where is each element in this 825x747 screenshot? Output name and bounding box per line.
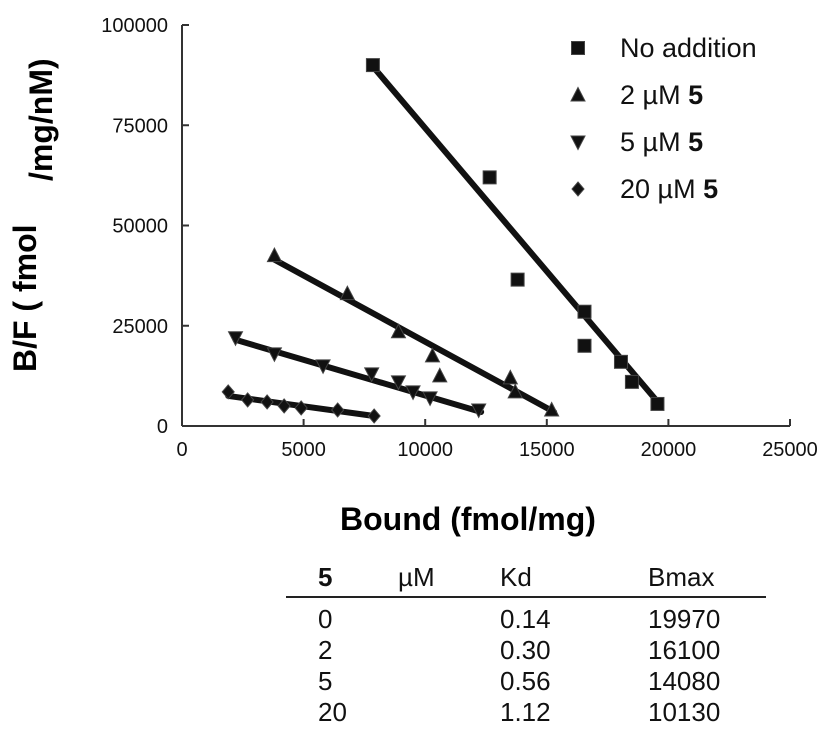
table-cell-concentration: 0: [318, 604, 333, 634]
data-point-series-3: [241, 392, 255, 408]
data-point-series-3: [221, 384, 235, 400]
table-cell-kd: 0.30: [500, 635, 551, 665]
legend-marker-0: [571, 41, 585, 55]
table-row: 0 0.14 19970: [286, 604, 766, 635]
data-point-series-3: [294, 400, 308, 416]
data-point-series-1: [266, 246, 283, 263]
data-point-series-0: [624, 374, 639, 389]
data-point-series-0: [510, 272, 525, 287]
table-row: 20 1.12 10130: [286, 697, 766, 728]
table-header-row: 5 µM Kd Bmax: [286, 562, 766, 593]
table-row: 2 0.30 16100: [286, 635, 766, 666]
table-cell-bmax: 10130: [648, 697, 721, 727]
table-cell-kd: 0.56: [500, 666, 551, 696]
table-header-bmax: Bmax: [648, 562, 715, 592]
y-axis-label-right: /mg/nM): [23, 58, 59, 181]
data-point-series-1: [390, 323, 407, 339]
table-header-kd: Kd: [500, 562, 532, 592]
data-point-series-2: [405, 385, 421, 401]
legend-label-3: 20 µM 5: [620, 174, 718, 204]
x-tick-label: 20000: [641, 439, 697, 461]
x-tick-label: 25000: [762, 439, 818, 461]
data-point-series-2: [363, 367, 380, 383]
y-tick-label: 50000: [112, 216, 168, 238]
data-point-series-2: [390, 375, 407, 391]
table-cell-concentration: 20: [318, 697, 347, 727]
x-tick-label: 15000: [519, 439, 575, 461]
data-point-series-2: [422, 391, 438, 407]
table-header-compound: 5: [318, 562, 333, 592]
table-row: 5 0.56 14080: [286, 666, 766, 697]
table-header-unit: µM: [398, 562, 435, 592]
table-cell-concentration: 2: [318, 635, 333, 665]
legend-marker-1: [570, 86, 586, 102]
y-axis-label-left: B/F ( fmol: [7, 224, 43, 372]
table-cell-bmax: 19970: [648, 604, 721, 634]
y-tick-label: 25000: [112, 316, 168, 338]
data-point-series-2: [315, 359, 331, 375]
data-point-series-3: [260, 394, 274, 410]
legend-marker-3: [571, 181, 585, 197]
ticks: 0 5000 10000 15000 20000 25000 0 25000 50000 7500…: [101, 15, 818, 461]
data-point-series-1: [431, 367, 448, 383]
legend-label-0: No addition: [620, 33, 757, 63]
data-point-series-0: [577, 338, 592, 353]
data-point-series-1: [543, 401, 560, 417]
y-tick-label: 100000: [101, 15, 168, 37]
fit-line-series-0: [368, 62, 665, 409]
data-point-series-3: [277, 398, 291, 414]
data-point-series-0: [613, 354, 628, 369]
fit-lines: [225, 62, 665, 419]
table-cell-concentration: 5: [318, 666, 333, 696]
data-point-series-0: [577, 304, 592, 319]
data-point-series-2: [227, 331, 244, 347]
legend-marker-2: [570, 135, 586, 151]
legend: No addition 2 µM 5 5 µM 5 20 µM 5: [570, 33, 757, 204]
table-cell-kd: 0.14: [500, 604, 551, 634]
y-tick-label: 0: [157, 416, 168, 438]
table-cell-kd: 1.12: [500, 697, 551, 727]
data-points: [221, 58, 665, 424]
table-divider: [286, 596, 766, 598]
data-point-series-1: [507, 383, 524, 399]
legend-label-1: 2 µM 5: [620, 80, 703, 110]
table-cell-bmax: 16100: [648, 635, 721, 665]
x-tick-label: 10000: [397, 439, 453, 461]
x-axis-label: Bound (fmol/mg): [340, 501, 596, 537]
data-point-series-3: [330, 402, 345, 418]
data-point-series-0: [365, 58, 380, 73]
data-point-series-0: [482, 170, 497, 185]
kd-bmax-table: 5 µM Kd Bmax 0 0.14 19970 2 0.30 16100 5…: [286, 562, 766, 728]
y-tick-label: 75000: [112, 115, 168, 137]
data-point-series-1: [424, 347, 441, 363]
table-cell-bmax: 14080: [648, 666, 721, 696]
fit-line-series-1: [271, 256, 558, 415]
data-point-series-0: [650, 396, 665, 411]
x-tick-label: 0: [176, 439, 187, 461]
data-point-series-2: [266, 347, 283, 363]
data-point-series-2: [470, 403, 487, 419]
scatchard-chart: 0 5000 10000 15000 20000 25000 0 25000 50000 7500…: [7, 15, 818, 537]
legend-label-2: 5 µM 5: [620, 127, 703, 157]
data-point-series-1: [339, 285, 356, 301]
x-tick-label: 5000: [281, 439, 326, 461]
data-point-series-3: [367, 408, 381, 424]
data-point-series-1: [502, 369, 519, 385]
